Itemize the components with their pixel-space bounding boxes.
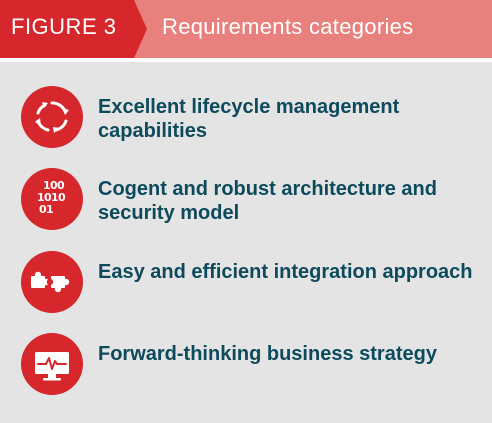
figure-title-bar: Requirements categories: [132, 0, 492, 58]
category-label: Excellent lifecycle management capabilit…: [98, 96, 400, 142]
svg-text:1: 1: [46, 203, 54, 216]
monitor-pulse-icon: [21, 333, 83, 395]
svg-text:1: 1: [51, 191, 59, 204]
category-label: Forward-thinking business strategy: [98, 343, 437, 365]
lifecycle-arrows-icon: [21, 86, 83, 148]
figure-number: FIGURE 3: [11, 14, 117, 39]
category-item-lifecycle: Excellent lifecycle management capabilit…: [21, 86, 481, 150]
svg-text:1: 1: [43, 179, 51, 192]
puzzle-pieces-icon: [21, 251, 83, 313]
svg-text:0: 0: [44, 191, 52, 204]
binary-code-icon: 1 0 0 1 0 1 0 0 1: [21, 168, 83, 230]
categories-panel: Excellent lifecycle management capabilit…: [0, 62, 492, 423]
svg-text:0: 0: [50, 179, 58, 192]
svg-text:0: 0: [57, 179, 65, 192]
category-label: Cogent and robust architecture and secur…: [98, 178, 437, 224]
category-item-architecture: 1 0 0 1 0 1 0 0 1 Cogent and robust arch…: [21, 168, 481, 232]
svg-text:1: 1: [37, 191, 45, 204]
figure-title: Requirements categories: [162, 14, 414, 39]
svg-text:0: 0: [58, 191, 66, 204]
svg-text:0: 0: [39, 203, 47, 216]
figure-number-tag: FIGURE 3: [0, 0, 147, 58]
category-label: Easy and efficient integration approach: [98, 261, 473, 283]
category-item-integration: Easy and efficient integration approach: [21, 251, 481, 315]
category-item-strategy: Forward-thinking business strategy: [21, 333, 481, 397]
figure-header: FIGURE 3 Requirements categories: [0, 0, 492, 58]
